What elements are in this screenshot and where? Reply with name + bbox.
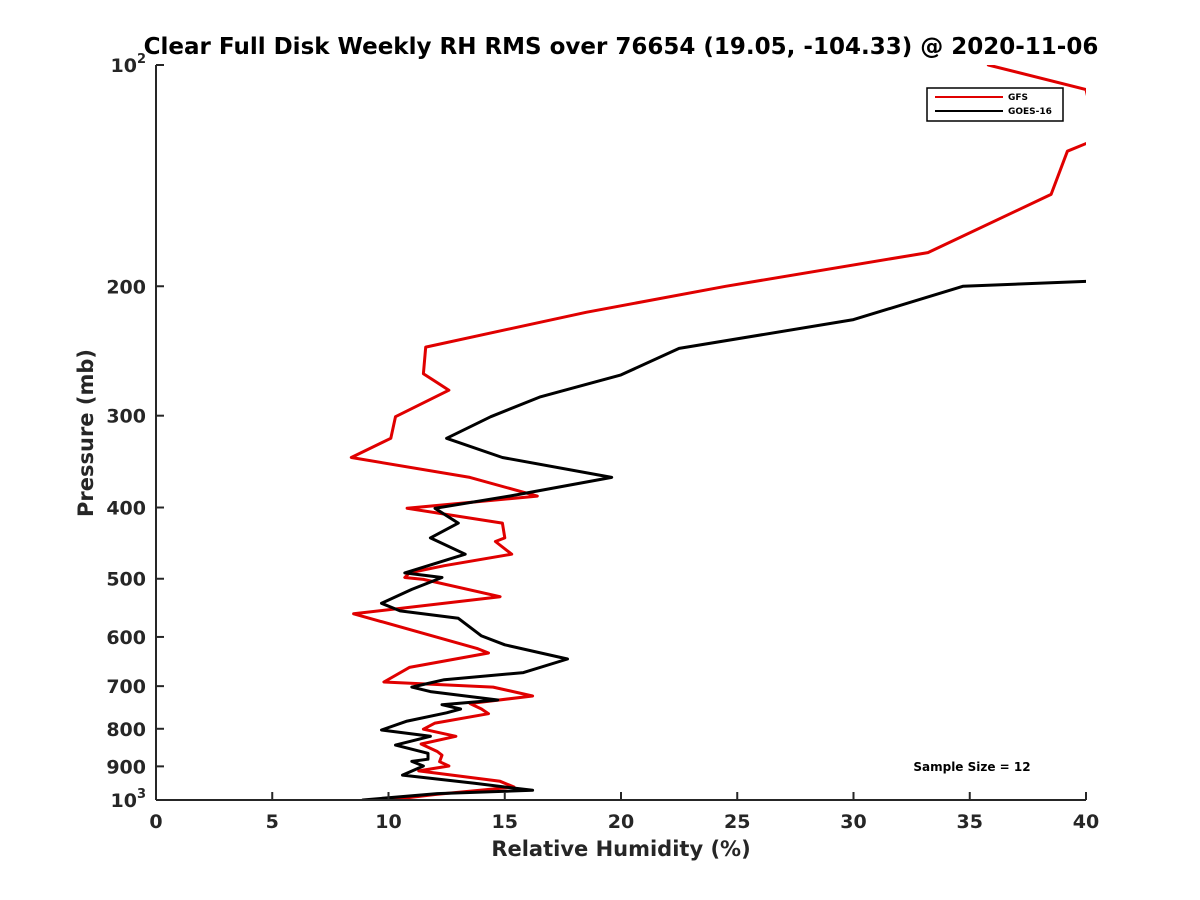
x-tick-label: 30 xyxy=(840,811,866,833)
y-tick-label: 102 xyxy=(111,52,147,77)
x-tick-label: 35 xyxy=(957,811,983,833)
legend-label-gfs: GFS xyxy=(1008,93,1028,103)
x-tick-label: 20 xyxy=(608,811,634,833)
y-tick-label: 700 xyxy=(106,676,146,698)
sample-size-annotation: Sample Size = 12 xyxy=(913,760,1030,774)
ticks-layer: 0 5 10 15 20 25 30 35 40 102 200 300 400 500 600 700 800… xyxy=(106,52,1099,833)
x-tick-label: 25 xyxy=(724,811,750,833)
y-tick-label: 600 xyxy=(106,627,146,649)
x-tick-label: 15 xyxy=(492,811,518,833)
y-tick-label: 800 xyxy=(106,719,146,741)
y-tick-label: 500 xyxy=(106,569,146,591)
series-layer xyxy=(349,65,1086,800)
y-tick-label: 103 xyxy=(111,787,147,812)
x-tick-label: 10 xyxy=(375,811,401,833)
x-tick-label: 0 xyxy=(149,811,162,833)
legend-label-goes-16: GOES-16 xyxy=(1008,107,1052,117)
legend-box xyxy=(926,87,1064,122)
legend: GFS GOES-16 xyxy=(926,87,1064,122)
y-axis-label: Pressure (mb) xyxy=(74,349,98,517)
y-tick-label: 400 xyxy=(106,498,146,520)
y-tick-label: 900 xyxy=(106,756,146,778)
x-tick-label: 5 xyxy=(266,811,279,833)
x-tick-label: 40 xyxy=(1073,811,1099,833)
series-line-goes-16 xyxy=(361,279,1086,800)
plot-area xyxy=(156,65,1086,800)
x-axis-label: Relative Humidity (%) xyxy=(491,837,750,861)
series-line-gfs xyxy=(349,65,1086,800)
chart-title: Clear Full Disk Weekly RH RMS over 76654… xyxy=(144,34,1099,60)
y-tick-label: 200 xyxy=(106,276,146,298)
y-tick-label: 300 xyxy=(106,406,146,428)
